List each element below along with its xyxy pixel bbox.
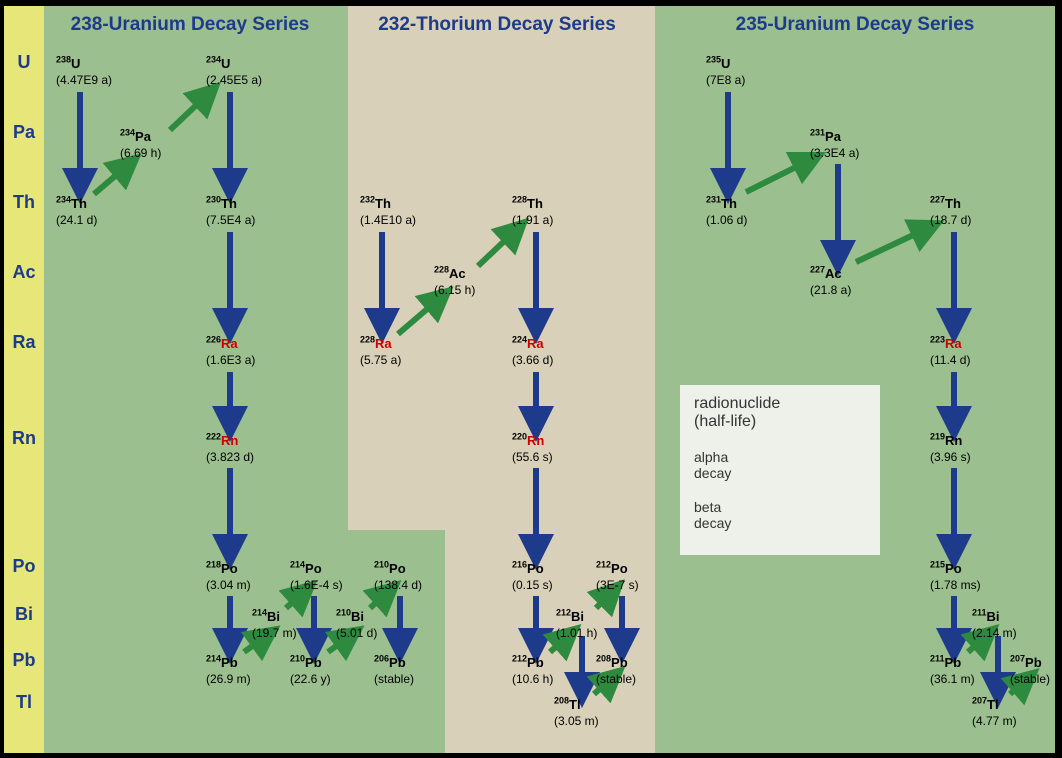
nuclide-ra224: 224Ra(3.66 d) [512,335,553,368]
nuclide-pb206: 206Pb(stable) [374,654,414,687]
beta-arrow [478,230,516,266]
legend-title: radionuclide(half-life) [694,395,866,431]
nuclide-rn220: 220Rn(55.6 s) [512,432,553,465]
nuclide-pb214: 214Pb(26.9 m) [206,654,251,687]
nuclide-th232: 232Th(1.4E10 a) [360,195,416,228]
nuclide-tl207: 207Tl(4.77 m) [972,696,1017,729]
nuclide-rn219: 219Rn(3.96 s) [930,432,971,465]
beta-arrow [746,160,810,192]
nuclide-po215: 215Po(1.78 ms) [930,560,981,593]
nuclide-po212: 212Po(3E-7 s) [596,560,639,593]
nuclide-ra228: 228Ra(5.75 a) [360,335,401,368]
nuclide-ac227: 227Ac(21.8 a) [810,265,851,298]
nuclide-bi211: 211Bi(2.14 m) [972,608,1017,641]
nuclide-ra226: 226Ra(1.6E3 a) [206,335,255,368]
nuclide-rn222: 222Rn(3.823 d) [206,432,254,465]
beta-arrow [286,592,304,608]
nuclide-pb208: 208Pb(stable) [596,654,636,687]
nuclide-th230: 230Th(7.5E4 a) [206,195,255,228]
legend-beta-label: betadecay [694,499,866,531]
nuclide-th228: 228Th(1.91 a) [512,195,553,228]
beta-arrow [170,94,208,130]
nuclide-bi212: 212Bi(1.01 h) [556,608,597,641]
nuclide-pa234: 234Pa(6.69 h) [120,128,161,161]
nuclide-u235: 235U(7E8 a) [706,55,745,88]
nuclide-pb211: 211Pb(36.1 m) [930,654,975,687]
nuclide-po210: 210Po(138.4 d) [374,560,422,593]
nuclide-u234: 234U(2.45E5 a) [206,55,262,88]
nuclide-pa231: 231Pa(3.3E4 a) [810,128,859,161]
nuclide-pb210: 210Pb(22.6 y) [290,654,331,687]
beta-arrow [370,592,388,608]
nuclide-bi210: 210Bi(5.01 d) [336,608,377,641]
nuclide-bi214: 214Bi(19.7 m) [252,608,297,641]
beta-arrow [398,298,440,334]
nuclide-th227: 227Th(18.7 d) [930,195,971,228]
legend: radionuclide(half-life) alphadecay betadec… [680,385,880,555]
nuclide-tl208: 208Tl(3.05 m) [554,696,599,729]
nuclide-u238: 238U(4.47E9 a) [56,55,112,88]
nuclide-po218: 218Po(3.04 m) [206,560,251,593]
beta-arrow [94,165,128,194]
decay-arrows [0,0,1062,758]
beta-arrow [596,592,612,608]
nuclide-th231: 231Th(1.06 d) [706,195,747,228]
legend-alpha-label: alphadecay [694,449,866,481]
nuclide-po216: 216Po(0.15 s) [512,560,553,593]
nuclide-pb212: 212Pb(10.6 h) [512,654,553,687]
beta-arrow [856,228,928,262]
nuclide-th234: 234Th(24.1 d) [56,195,97,228]
diagram-canvas: 238-Uranium Decay Series232-Thorium Deca… [0,0,1062,758]
nuclide-pb207: 207Pb(stable) [1010,654,1050,687]
nuclide-ac228: 228Ac(6.15 h) [434,265,475,298]
nuclide-ra223: 223Ra(11.4 d) [930,335,970,368]
nuclide-po214: 214Po(1.6E-4 s) [290,560,343,593]
